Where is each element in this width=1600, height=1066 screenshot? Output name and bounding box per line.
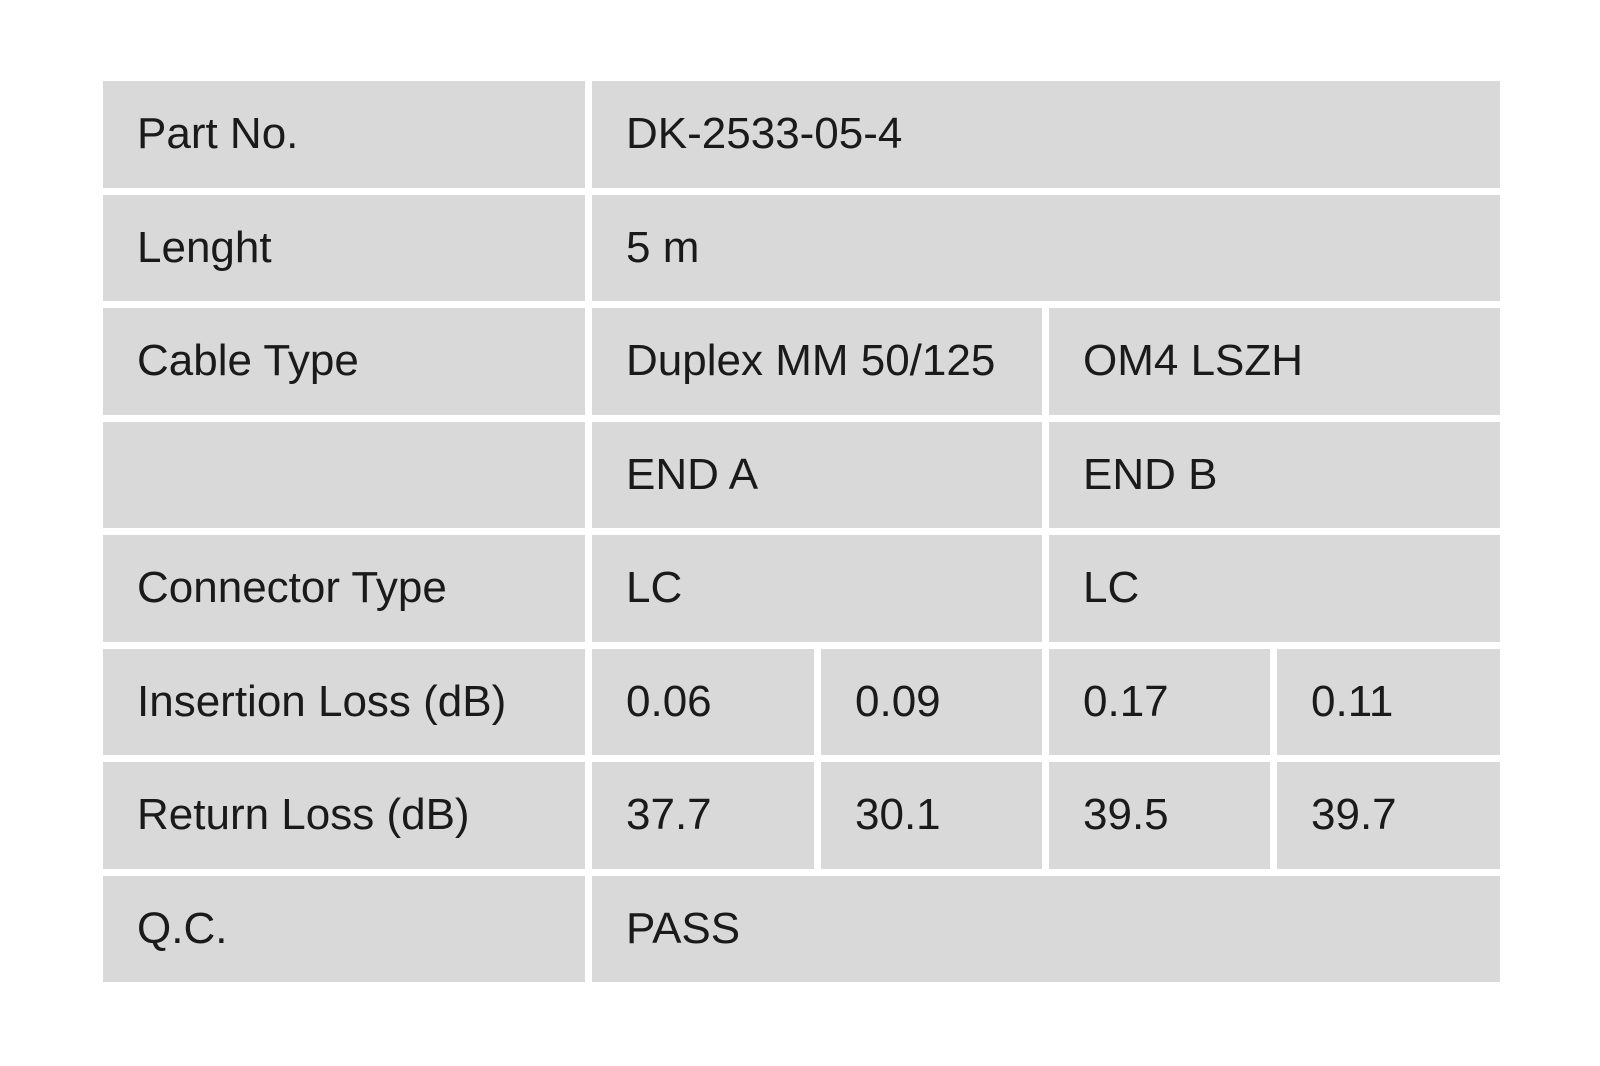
return-loss-end-a-2: 30.1 <box>821 762 1042 869</box>
cable-type-value-1: Duplex MM 50/125 <box>592 308 1042 415</box>
connector-type-label: Connector Type <box>103 535 585 642</box>
connector-type-end-b: LC <box>1049 535 1500 642</box>
insertion-loss-end-a-1: 0.06 <box>592 648 814 755</box>
return-loss-label: Return Loss (dB) <box>103 762 585 869</box>
length-value: 5 m <box>592 194 1500 301</box>
return-loss-end-b-2: 39.7 <box>1277 762 1500 869</box>
end-b-header: END B <box>1049 421 1500 528</box>
cable-type-label: Cable Type <box>103 308 585 415</box>
end-header-empty-cell <box>103 421 585 528</box>
end-a-header: END A <box>592 421 1042 528</box>
return-loss-end-a-1: 37.7 <box>592 762 814 869</box>
insertion-loss-label: Insertion Loss (dB) <box>103 648 585 755</box>
cable-type-value-2: OM4 LSZH <box>1049 308 1500 415</box>
insertion-loss-end-a-2: 0.09 <box>821 648 1042 755</box>
insertion-loss-end-b-2: 0.11 <box>1277 648 1500 755</box>
qc-result-value: PASS <box>592 875 1500 982</box>
connector-type-end-a: LC <box>592 535 1042 642</box>
insertion-loss-end-b-1: 0.17 <box>1049 648 1270 755</box>
length-label: Lenght <box>103 194 585 301</box>
part-no-value: DK-2533-05-4 <box>592 81 1500 188</box>
qc-label: Q.C. <box>103 875 585 982</box>
part-no-label: Part No. <box>103 81 585 188</box>
qc-spec-table: Part No. DK-2533-05-4 Lenght 5 m Cable T… <box>103 81 1500 982</box>
return-loss-end-b-1: 39.5 <box>1049 762 1270 869</box>
